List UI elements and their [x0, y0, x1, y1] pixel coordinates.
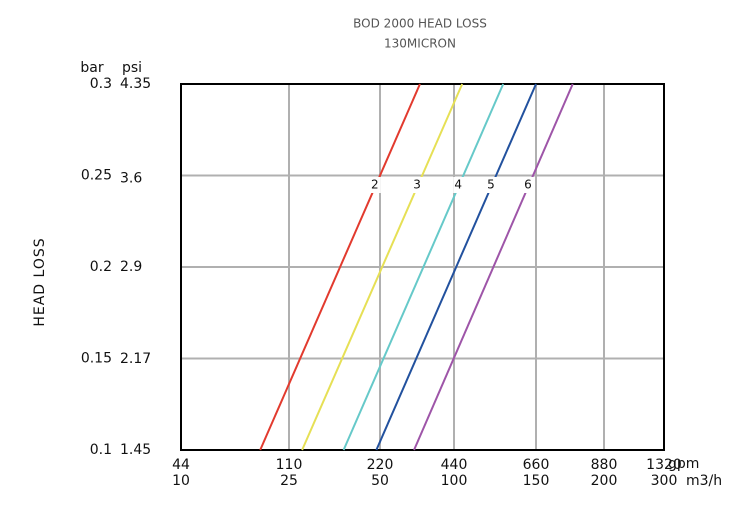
y2-tick-label: 2.17: [120, 351, 151, 367]
y-tick-label: 0.15: [81, 351, 112, 367]
line-series: [259, 83, 421, 451]
line-series: [342, 83, 505, 451]
line-series: [375, 83, 537, 451]
x2-tick-label: 440: [441, 457, 468, 473]
y2-tick-label: 1.45: [120, 442, 151, 458]
x2-tick-label: 1320: [646, 457, 682, 473]
label-bg: [485, 177, 497, 193]
label-bg: [369, 177, 381, 193]
y-tick-label: 0.25: [81, 168, 112, 184]
x-tick-label: 150: [523, 473, 550, 489]
label-bg: [453, 177, 465, 193]
x2-tick-label: 880: [591, 457, 618, 473]
x2-tick-label: 220: [367, 457, 394, 473]
chart-title: BOD 2000 HEAD LOSS: [353, 17, 487, 31]
x2-tick-label: 44: [172, 457, 190, 473]
line-series: [413, 83, 574, 451]
x-tick-label: 50: [371, 473, 389, 489]
series-label: 4: [454, 178, 462, 192]
y-unit: bar: [80, 60, 103, 76]
x-tick-label: 200: [591, 473, 618, 489]
y2-tick-label: 2.9: [120, 259, 142, 275]
series-label: 6: [524, 178, 532, 192]
y-tick-label: 0.1: [90, 442, 112, 458]
x-tick-label: 10: [172, 473, 190, 489]
y-tick-label: 0.2: [90, 259, 112, 275]
x2-unit: gpm: [668, 456, 699, 472]
x2-tick-label: 110: [276, 457, 303, 473]
x-tick-label: 100: [441, 473, 468, 489]
y2-tick-label: 4.35: [120, 76, 151, 92]
plot-frame: [180, 83, 665, 451]
y-axis-label: HEAD LOSS: [32, 237, 48, 326]
x-unit: m3/h: [686, 473, 722, 489]
chart-subtitle: 130MICRON: [384, 37, 456, 51]
x-tick-label: 300: [651, 473, 678, 489]
series-label: 3: [413, 178, 421, 192]
x-tick-label: 25: [280, 473, 298, 489]
series-label: 2: [371, 178, 379, 192]
label-bg: [522, 177, 534, 193]
y2-unit: psi: [122, 60, 142, 76]
x2-tick-label: 660: [523, 457, 550, 473]
series-label: 5: [487, 178, 495, 192]
y-tick-label: 0.3: [90, 76, 112, 92]
y2-tick-label: 3.6: [120, 171, 142, 187]
line-series: [301, 83, 464, 451]
label-bg: [412, 177, 424, 193]
